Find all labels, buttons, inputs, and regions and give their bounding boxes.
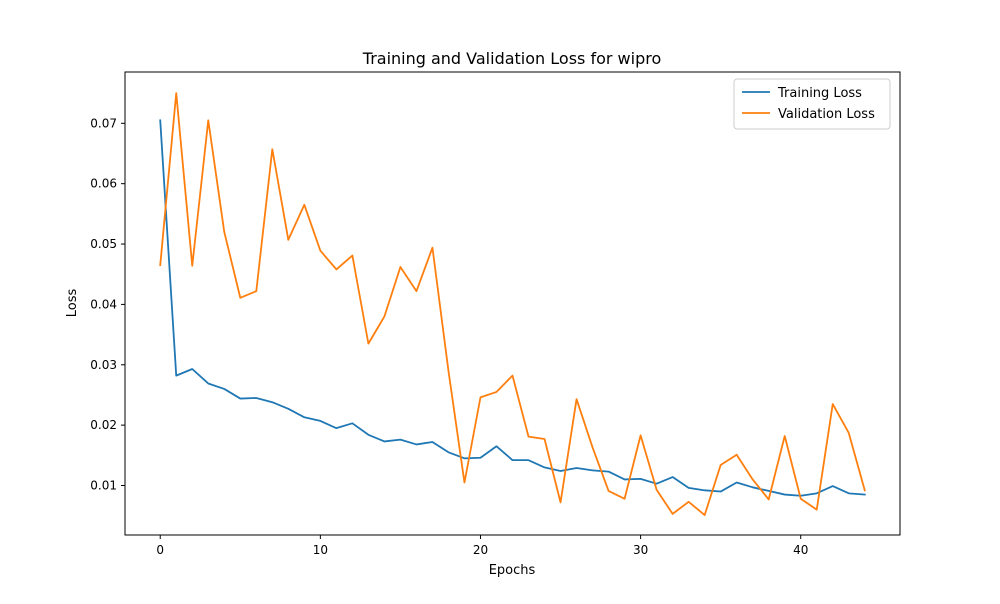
y-tick-label: 0.03 <box>90 358 117 372</box>
series-line-validation-loss <box>159 92 866 516</box>
x-tick-label: 30 <box>633 543 648 557</box>
x-axis-label: Epochs <box>489 563 536 578</box>
y-tick-label: 0.07 <box>90 116 117 130</box>
legend-box <box>733 78 891 130</box>
series-line-training-loss <box>159 119 866 497</box>
plot-frame <box>124 71 901 536</box>
plot-area <box>159 92 866 516</box>
chart-title: Training and Validation Loss for wipro <box>362 49 661 68</box>
y-tick-label: 0.02 <box>90 418 117 432</box>
x-tick-label: 20 <box>473 543 488 557</box>
x-axis: 0 10 20 30 40 <box>156 535 808 557</box>
y-tick-label: 0.05 <box>90 237 117 251</box>
y-tick-label: 0.06 <box>90 177 117 191</box>
x-tick-label: 40 <box>793 543 808 557</box>
x-tick-label: 10 <box>313 543 328 557</box>
y-tick-label: 0.04 <box>90 297 117 311</box>
y-tick-label: 0.01 <box>90 479 117 493</box>
x-tick-label: 0 <box>156 543 164 557</box>
legend-label: Training Loss <box>777 86 862 101</box>
y-axis-label: Loss <box>65 289 80 318</box>
legend-label: Validation Loss <box>778 107 875 122</box>
legend: Training Loss Validation Loss <box>733 78 891 130</box>
y-axis: 0.01 0.02 0.03 0.04 0.05 0.06 0.07 <box>90 116 125 493</box>
